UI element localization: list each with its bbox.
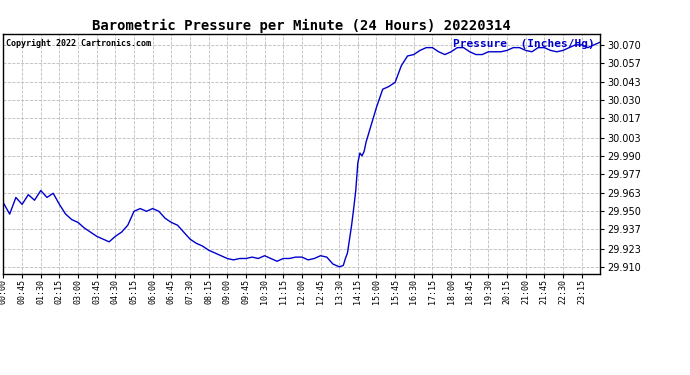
Pressure  (Inches/Hg) bbox=[18, 202, 26, 207]
Title: Barometric Pressure per Minute (24 Hours) 20220314: Barometric Pressure per Minute (24 Hours… bbox=[92, 18, 511, 33]
Pressure  (Inches/Hg) bbox=[354, 160, 362, 165]
Pressure  (Inches/Hg) bbox=[335, 265, 344, 269]
Pressure  (Inches/Hg) bbox=[404, 54, 412, 58]
Pressure  (Inches/Hg) bbox=[356, 151, 364, 155]
Legend: Pressure  (Inches/Hg): Pressure (Inches/Hg) bbox=[444, 39, 595, 49]
Text: Copyright 2022 Cartronics.com: Copyright 2022 Cartronics.com bbox=[6, 39, 151, 48]
Pressure  (Inches/Hg) bbox=[0, 201, 8, 205]
Pressure  (Inches/Hg) bbox=[515, 45, 524, 50]
Line: Pressure  (Inches/Hg): Pressure (Inches/Hg) bbox=[3, 42, 600, 267]
Pressure  (Inches/Hg) bbox=[596, 40, 604, 44]
Pressure  (Inches/Hg) bbox=[379, 87, 387, 92]
